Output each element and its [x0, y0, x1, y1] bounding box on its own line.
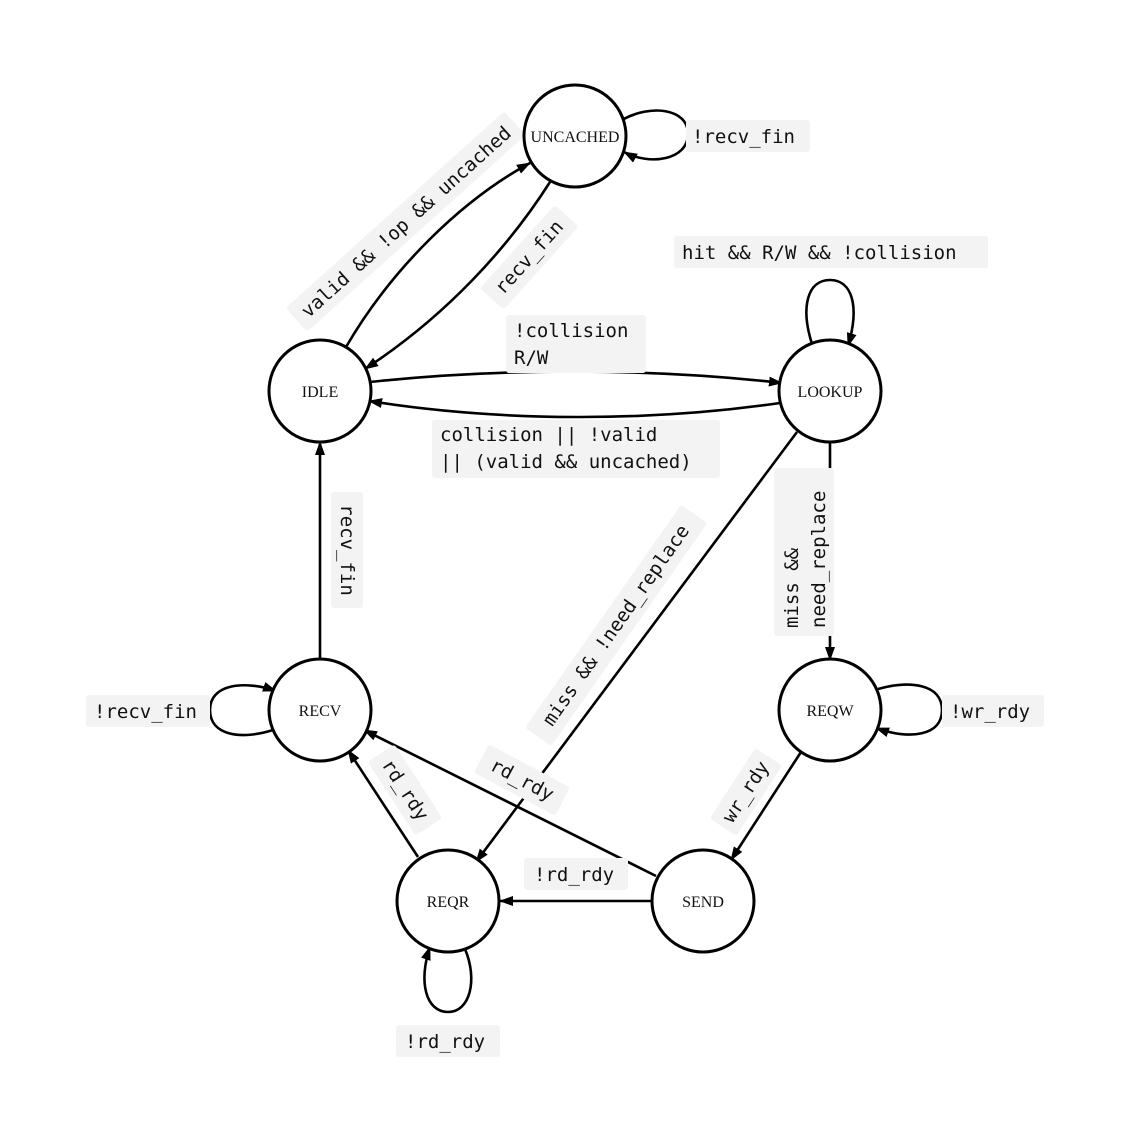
label-lookup-self: hit && R/W && !collision — [674, 236, 988, 268]
label-reqw-to-send: wr_rdy — [710, 749, 782, 835]
state-label: RECV — [299, 703, 342, 720]
label-idle-to-uncached: valid && !op && uncached — [286, 112, 525, 331]
state-label: LOOKUP — [798, 384, 863, 401]
edge-uncached-to-idle — [364, 181, 552, 371]
label-text-line-2: need_replace — [808, 491, 830, 628]
label-text: !wr_rdy — [950, 701, 1030, 723]
label-text-line-2: R/W — [514, 347, 549, 369]
edge-lookup-to-idle — [368, 398, 781, 419]
edge-lookup-self — [805, 278, 857, 347]
state-reqw: REQW — [777, 657, 883, 763]
label-text: !recv_fin — [94, 701, 197, 723]
label-lookup-to-reqw: miss && need_replace — [774, 468, 834, 636]
label-idle-to-lookup: !collision R/W — [506, 315, 646, 373]
edge-recv-self — [208, 682, 277, 737]
label-text-line-2: || (valid && uncached) — [440, 451, 692, 473]
state-label: IDLE — [302, 384, 338, 401]
edge-send-to-recv — [363, 728, 657, 878]
label-reqw-self: !wr_rdy — [942, 695, 1044, 727]
label-reqr-to-recv: rd_rdy — [368, 745, 442, 835]
label-reqr-self: !rd_rdy — [396, 1025, 500, 1057]
state-label: REQR — [427, 894, 470, 911]
label-recv-to-idle: recv_fin — [331, 492, 363, 608]
edge-labels: !recv_fin valid && !op && uncached recv_… — [86, 112, 1044, 1057]
state-recv: RECV — [267, 657, 373, 763]
state-label: SEND — [682, 894, 724, 911]
label-text: recv_fin — [336, 504, 358, 596]
label-text: hit && R/W && !collision — [682, 242, 957, 264]
edge-reqr-to-recv — [346, 749, 420, 858]
edge-reqr-self — [421, 946, 473, 1014]
edge-idle-to-lookup — [369, 370, 783, 387]
label-text-line-1: miss && — [781, 547, 803, 628]
label-text: !rd_rdy — [405, 1031, 485, 1053]
edge-reqw-to-send — [729, 751, 803, 861]
states: UNCACHED IDLE LOOKUP RECV REQW REQR SEND — [267, 83, 883, 954]
label-text: recv_fin — [490, 216, 568, 299]
state-reqr: REQR — [395, 848, 501, 954]
state-label: REQW — [806, 703, 854, 720]
edge-uncached-self — [621, 109, 690, 163]
label-text: !recv_fin — [692, 126, 795, 148]
label-lookup-to-idle: collision || !valid || (valid && uncache… — [432, 420, 720, 478]
label-lookup-to-reqr: miss && !need_replace — [526, 506, 707, 745]
label-uncached-self: !recv_fin — [686, 120, 810, 152]
state-uncached: UNCACHED — [522, 83, 628, 189]
state-send: SEND — [650, 848, 756, 954]
label-text: miss && !need_replace — [538, 521, 694, 730]
label-text-line-1: !collision — [514, 320, 628, 342]
edge-idle-to-uncached — [344, 161, 531, 348]
label-send-to-reqr: !rd_rdy — [524, 858, 628, 890]
label-text: valid && !op && uncached — [297, 122, 516, 322]
edge-reqw-self — [875, 683, 944, 738]
state-label: UNCACHED — [531, 129, 620, 146]
state-idle: IDLE — [267, 338, 373, 444]
state-lookup: LOOKUP — [777, 338, 883, 444]
label-recv-self: !recv_fin — [86, 695, 210, 727]
label-text-line-1: collision || !valid — [440, 424, 657, 446]
label-text: !rd_rdy — [534, 864, 614, 886]
